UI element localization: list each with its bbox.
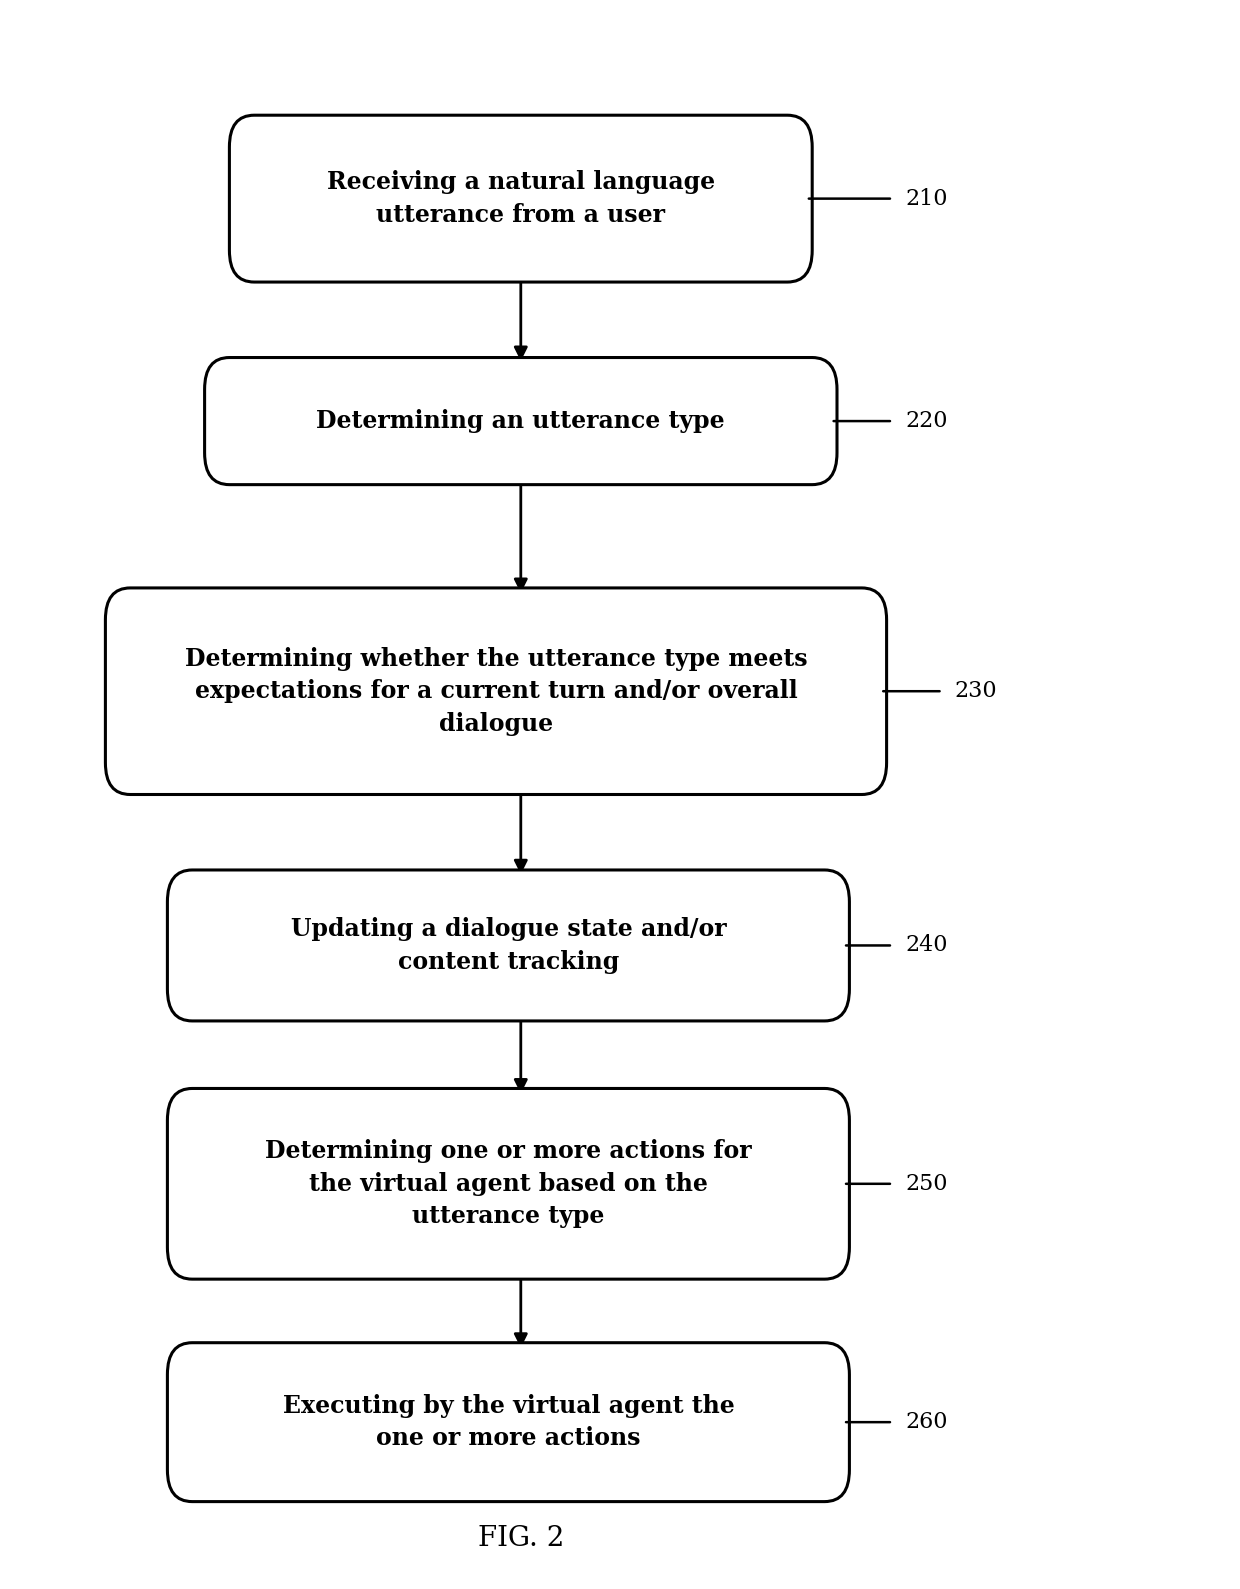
FancyBboxPatch shape [167,1088,849,1279]
FancyBboxPatch shape [167,869,849,1020]
Text: 240: 240 [905,934,947,957]
Text: Determining one or more actions for
the virtual agent based on the
utterance typ: Determining one or more actions for the … [265,1139,751,1228]
Text: Receiving a natural language
utterance from a user: Receiving a natural language utterance f… [326,170,715,227]
Text: 210: 210 [905,188,947,210]
FancyBboxPatch shape [167,1343,849,1502]
Text: 250: 250 [905,1173,947,1195]
Text: FIG. 2: FIG. 2 [477,1525,564,1551]
Text: Executing by the virtual agent the
one or more actions: Executing by the virtual agent the one o… [283,1394,734,1451]
Text: Determining whether the utterance type meets
expectations for a current turn and: Determining whether the utterance type m… [185,647,807,736]
Text: 220: 220 [905,410,947,432]
Text: Updating a dialogue state and/or
content tracking: Updating a dialogue state and/or content… [290,917,727,974]
FancyBboxPatch shape [205,358,837,485]
FancyBboxPatch shape [229,116,812,281]
FancyBboxPatch shape [105,588,887,794]
Text: Determining an utterance type: Determining an utterance type [316,408,725,434]
Text: 230: 230 [955,680,997,702]
Text: 260: 260 [905,1411,947,1433]
